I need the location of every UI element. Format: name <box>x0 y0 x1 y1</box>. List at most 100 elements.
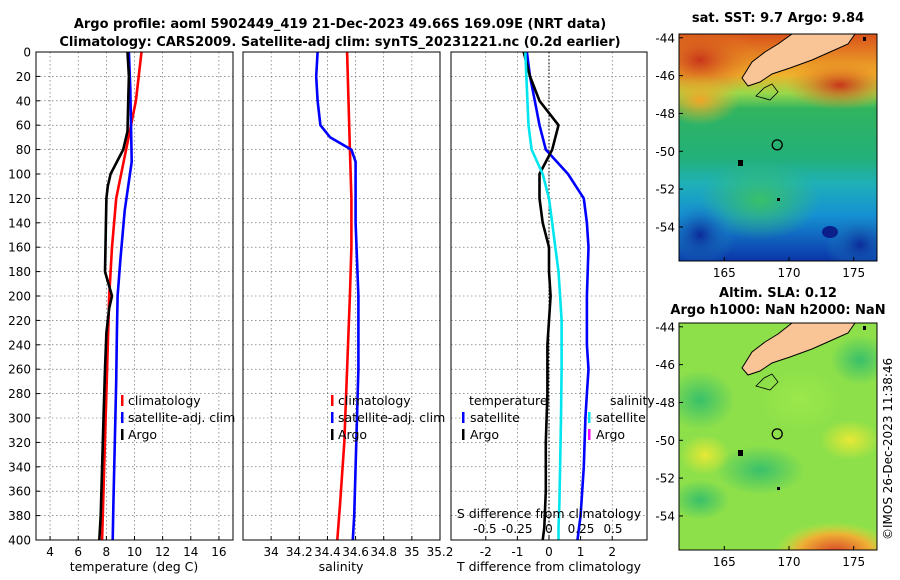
x-tick-label: 2 <box>608 545 616 559</box>
map-y-tick-label: -54 <box>655 509 675 523</box>
y-tick-label: 260 <box>8 363 31 377</box>
series-line-salinity-satellite <box>524 51 563 540</box>
map-x-tick-label: 170 <box>778 555 801 569</box>
x-tick-label: 16 <box>211 545 226 559</box>
x-tick-label: 34.8 <box>370 545 397 559</box>
x-tick-label: 34.4 <box>314 545 341 559</box>
x-tick-label: 14 <box>183 545 198 559</box>
temperature-lines <box>98 51 143 541</box>
map-y-tick-label: -50 <box>655 145 675 159</box>
map-x-tick-label: 170 <box>778 266 801 280</box>
salinity-axes-frame <box>242 51 441 541</box>
difference-x-ticks: -2 -1 0 1 2 <box>480 536 616 559</box>
y-tick-label: 400 <box>8 534 31 548</box>
y-tick-label: 200 <box>8 290 31 304</box>
argo-position-marker <box>771 428 783 440</box>
series-line-climatology <box>100 51 143 541</box>
difference-grid <box>451 52 647 540</box>
x-tick-label: 35 <box>404 545 419 559</box>
temperature-legend: climatology satellite-adj. clim Argo <box>121 393 235 442</box>
legend-label-satellite: satellite-adj. clim <box>338 410 445 425</box>
map-y-tick-label: -44 <box>655 31 675 45</box>
sst-map-title: sat. SST: 9.7 Argo: 9.84 <box>692 11 864 26</box>
legend-swatch-climatology <box>121 395 124 406</box>
sla-high-patch <box>775 522 877 550</box>
y-tick-label: 380 <box>8 509 31 523</box>
sst-map: sat. SST: 9.7 Argo: 9.84 165 170 175 -44-4… <box>655 11 878 280</box>
x-tick-label: -1 <box>511 545 523 559</box>
s-tick-label: 0.25 <box>568 522 595 536</box>
map-y-tick-label: -46 <box>655 358 675 372</box>
series-line-temperature-satellite <box>525 51 590 541</box>
sst-warm-patch <box>785 60 877 110</box>
sla-coast-contour <box>755 373 779 391</box>
imos-watermark: ©IMOS 26-Dec-2023 11:38:46 <box>881 358 895 540</box>
map-x-tick-label: 165 <box>713 555 736 569</box>
y-tick-label: 140 <box>8 216 31 230</box>
map-y-tick-label: -48 <box>655 396 675 410</box>
legend-label-climatology: climatology <box>338 393 411 408</box>
legend-swatch-t-argo <box>462 429 465 440</box>
sst-coast-contour <box>755 83 779 101</box>
y-tick-label: 280 <box>8 387 31 401</box>
difference-s-ticks: -0.5 -0.25 0 0.25 0.5 <box>473 522 622 536</box>
t-difference-label: T difference from climatology <box>456 559 642 574</box>
legend-swatch-satellite <box>121 412 124 423</box>
y-tick-label: 80 <box>16 143 31 157</box>
x-tick-label: 0 <box>545 545 553 559</box>
y-tick-label: 20 <box>16 70 31 84</box>
sla-map-frame <box>678 322 878 551</box>
s-difference-label: S difference from climatology <box>457 506 642 521</box>
difference-panel: -2 -1 0 1 2 -0.5 -0.25 0 0.25 0.5 S difference f… <box>450 51 655 574</box>
sst-land-new-zealand <box>741 34 856 87</box>
sla-green-patch <box>679 370 735 430</box>
sst-cold-spot <box>822 226 838 238</box>
s-tick-label: 0.5 <box>603 522 622 536</box>
legend-swatch-s-argo <box>588 429 591 440</box>
x-tick-label: 8 <box>103 545 111 559</box>
sst-y-ticks: -44 -46 -48 -50 -52 -54 <box>655 31 683 234</box>
legend-label-s-argo: Argo <box>596 427 625 442</box>
salinity-x-label: salinity <box>319 559 364 574</box>
map-x-tick-label: 165 <box>713 266 736 280</box>
legend-label-satellite: satellite-adj. clim <box>128 410 235 425</box>
x-tick-label: 1 <box>577 545 585 559</box>
sla-x-ticks: 165 170 175 <box>713 546 865 569</box>
series-line-temperature-argo <box>522 51 560 541</box>
map-y-tick-label: -46 <box>655 69 675 83</box>
sst-island <box>738 160 743 166</box>
y-tick-label: 240 <box>8 338 31 352</box>
x-tick-label: 34 <box>264 545 279 559</box>
sla-island <box>738 450 743 456</box>
sst-cold-patch <box>825 215 877 261</box>
sst-island <box>777 198 780 201</box>
temperature-grid <box>36 52 233 540</box>
sla-y-ticks: -44 -46 -48 -50 -52 -54 <box>655 320 683 523</box>
legend-title-salinity: salinity <box>610 393 655 408</box>
sst-x-ticks: 165 170 175 <box>713 257 865 280</box>
x-tick-label: 34.6 <box>342 545 369 559</box>
x-tick-label: -2 <box>480 545 492 559</box>
legend-label-argo: Argo <box>128 427 157 442</box>
map-y-tick-label: -52 <box>655 183 675 197</box>
sla-light-patch <box>760 370 840 430</box>
legend-label-s-satellite: satellite <box>596 410 646 425</box>
map-y-tick-label: -50 <box>655 434 675 448</box>
argo-position-marker <box>771 139 783 151</box>
y-tick-label: 0 <box>23 46 31 60</box>
y-tick-label: 160 <box>8 241 31 255</box>
legend-title-temperature: temperature <box>469 393 548 408</box>
legend-swatch-t-satellite <box>462 412 465 423</box>
y-tick-label: 180 <box>8 265 31 279</box>
sla-island <box>777 487 780 490</box>
sla-yellow-patch <box>680 435 730 475</box>
sla-map: Altim. SLA: 0.12 Argo h1000: NaN h2000: … <box>655 286 885 569</box>
map-y-tick-label: -52 <box>655 472 675 486</box>
sst-map-frame <box>678 33 878 262</box>
y-tick-label: 360 <box>8 485 31 499</box>
sla-green-patch <box>715 445 805 495</box>
figure-title-line2: Climatology: CARS2009. Satellite-adj cli… <box>59 35 620 50</box>
map-y-tick-label: -48 <box>655 107 675 121</box>
sla-land-new-zealand <box>741 323 856 376</box>
figure-title-line1: Argo profile: aoml 5902449_419 21-Dec-20… <box>74 17 606 32</box>
